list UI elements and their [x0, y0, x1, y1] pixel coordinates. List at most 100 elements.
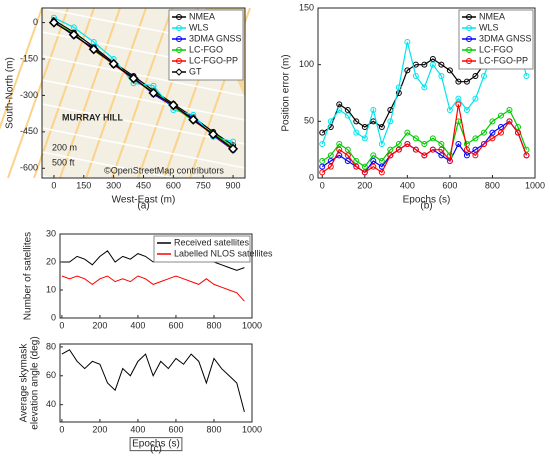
marker: [344, 158, 351, 164]
marker: [188, 114, 199, 125]
y-axis-label: Number of satellites: [23, 232, 34, 320]
y-tick-label: 100: [299, 59, 314, 69]
marker: [438, 73, 445, 79]
marker: [344, 146, 351, 153]
map-label: MURRAY HILL: [62, 112, 124, 122]
legend-box: [168, 9, 244, 81]
x-tick-label: 400: [130, 424, 145, 434]
marker: [319, 163, 326, 170]
marker: [353, 129, 360, 136]
road: [33, 7, 95, 179]
road: [85, 7, 147, 179]
road: [59, 7, 121, 179]
caption: (a): [137, 201, 149, 212]
marker: [361, 169, 368, 176]
y-tick-label: 40: [46, 399, 56, 409]
marker: [336, 146, 343, 153]
legend-marker: [176, 14, 182, 20]
marker: [506, 107, 513, 113]
marker: [472, 146, 479, 153]
marker: [319, 141, 326, 147]
road: [41, 175, 246, 217]
marker: [429, 61, 436, 68]
marker: [378, 158, 385, 164]
road: [41, 55, 246, 97]
legend-label: LC-FGO-PP: [479, 55, 528, 65]
marker: [319, 169, 326, 176]
x-tick-label: 1000: [242, 424, 262, 434]
marker: [395, 141, 402, 147]
legend-label: Received satellites: [174, 237, 250, 247]
marker: [421, 84, 428, 91]
legend-marker: [466, 36, 472, 42]
marker: [404, 129, 411, 136]
x-tick-label: 800: [206, 320, 221, 330]
marker: [497, 124, 504, 130]
series-line: [61, 275, 245, 302]
marker: [472, 135, 479, 142]
x-axis-label: West-East (m): [112, 195, 176, 206]
map-label: 500 ft: [52, 157, 75, 167]
marker: [463, 152, 470, 159]
marker: [497, 112, 504, 119]
marker: [489, 118, 496, 125]
y-axis-label: elevation angle (deg): [30, 336, 41, 429]
marker: [455, 141, 462, 147]
marker: [378, 124, 385, 130]
x-axis-label: Epochs (s): [403, 195, 451, 206]
marker: [412, 135, 419, 142]
marker: [327, 163, 334, 170]
x-tick-label: 0: [51, 180, 56, 190]
marker: [395, 84, 402, 91]
axes-frame: [59, 233, 253, 319]
marker: [370, 107, 377, 113]
x-tick-label: 800: [206, 424, 221, 434]
marker: [421, 141, 428, 147]
marker: [68, 29, 79, 40]
axes-frame: [41, 7, 246, 179]
legend-label: GT: [189, 66, 202, 76]
marker: [395, 90, 402, 96]
x-tick-label: 400: [130, 320, 145, 330]
x-tick-label: 1000: [525, 180, 545, 190]
marker: [168, 100, 179, 111]
marker: [404, 67, 411, 74]
x-tick-label: 0: [320, 180, 325, 190]
y-tick-label: 0: [309, 172, 314, 182]
marker: [429, 56, 436, 62]
plot-area: [60, 344, 252, 422]
legend-label: 3DMA GNSS: [479, 33, 532, 43]
y-tick-label: -300: [20, 90, 38, 100]
x-axis-label: Epochs (s): [132, 439, 180, 450]
road: [41, 79, 246, 121]
legend-label: NMEA: [479, 11, 505, 21]
marker: [463, 107, 470, 113]
marker: [370, 158, 377, 164]
y-axis-label: South-North (m): [5, 57, 16, 129]
x-tick-label: 450: [136, 180, 151, 190]
caption: (b): [420, 201, 432, 212]
y-tick-label: 20: [46, 256, 56, 266]
marker: [523, 73, 530, 79]
x-tick-label: 200: [357, 180, 372, 190]
marker: [336, 107, 343, 113]
y-tick-label: -150: [20, 53, 38, 63]
marker: [455, 95, 462, 102]
marker: [378, 141, 385, 147]
marker: [361, 163, 368, 170]
legend-marker: [175, 68, 183, 76]
marker: [412, 146, 419, 153]
marker: [387, 118, 394, 125]
marker: [344, 112, 351, 119]
y-tick-label: -450: [20, 126, 38, 136]
map-label: ©OpenStreetMap contributors: [104, 165, 224, 175]
marker: [344, 152, 351, 159]
legend-marker: [466, 25, 472, 31]
x-tick-label: 600: [168, 424, 183, 434]
marker: [336, 101, 343, 108]
marker: [88, 44, 99, 55]
marker: [480, 129, 487, 136]
